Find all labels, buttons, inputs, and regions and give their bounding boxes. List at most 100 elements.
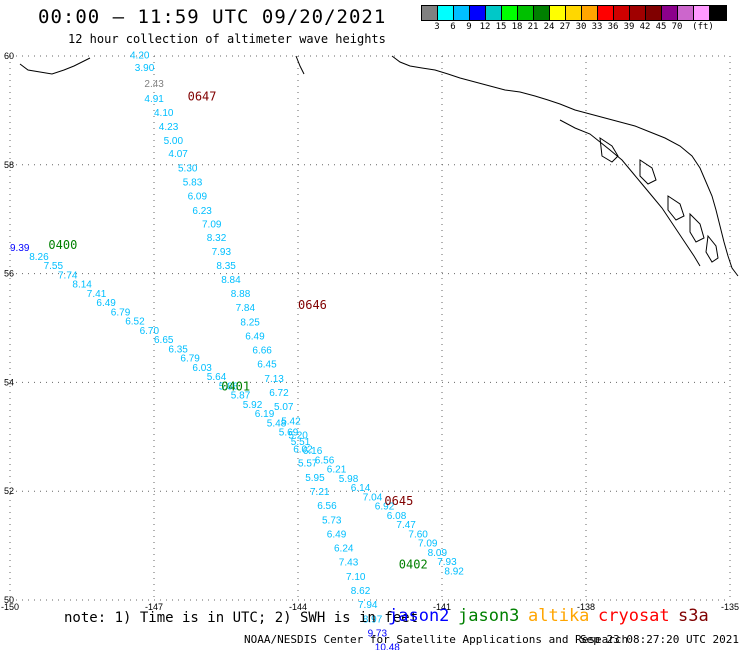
alaska-coast-inner (559, 119, 701, 267)
wave-height-value: 6.14 (351, 483, 371, 494)
scale-swatch (678, 6, 694, 20)
wave-height-value: 8.97 (363, 614, 383, 625)
scale-swatch (438, 6, 454, 20)
wave-height-value: 5.87 (231, 391, 251, 402)
scale-swatch (550, 6, 566, 20)
wave-height-value: 5.95 (305, 473, 325, 484)
wave-height-value: 8.25 (240, 317, 260, 328)
wave-height-value: 5.51 (291, 437, 311, 448)
wave-height-value: 6.56 (317, 501, 337, 512)
wave-height-value: 6.79 (111, 307, 131, 318)
footer-timestamp: Sep 23 08:27:20 UTC 2021 (580, 633, 739, 646)
wave-height-value: 6.49 (245, 331, 265, 342)
scale-swatch (518, 6, 534, 20)
scale-label: 12 (479, 22, 491, 32)
wave-height-value: 6.72 (269, 388, 289, 399)
lon-label: -150 (1, 602, 19, 612)
wave-height-value: 5.69 (279, 428, 299, 439)
wave-height-value: 8.09 (428, 548, 448, 559)
scale-swatch (582, 6, 598, 20)
scale-swatch (662, 6, 678, 20)
wave-height-value: 7.09 (418, 539, 438, 550)
wave-height-value: 7.55 (44, 261, 64, 272)
wave-height-value: 6.56 (315, 455, 335, 466)
wave-height-value: 6.66 (252, 346, 272, 357)
wave-height-value: 6.49 (327, 529, 347, 540)
wave-height-value: 4.07 (168, 149, 188, 160)
wave-height-value: 5.42 (281, 416, 301, 427)
track-a-values: 4.203.90 2.43 4.91 4.10 4.23 5.00 4.07 5.30 5.83… (130, 51, 400, 650)
pass-time-label: 0400 (48, 238, 77, 252)
legend-jason2: jason2 (388, 606, 450, 626)
scale-label: 18 (511, 22, 523, 32)
scale-swatch (710, 6, 726, 20)
wave-height-value: 5.73 (322, 515, 342, 526)
scale-label: 21 (527, 22, 539, 32)
track-b-values: 9.398.267.557.748.147.416.496.796.526.70… (10, 243, 464, 578)
wave-height-value: 6.19 (255, 409, 275, 420)
scale-swatch (454, 6, 470, 20)
lat-label: 54 (4, 377, 14, 387)
scale-label: 9 (466, 22, 472, 32)
wave-height-value: 7.10 (346, 572, 366, 583)
wave-height-value: 5.48 (267, 418, 287, 429)
wave-height-value: 7.13 (264, 374, 284, 385)
alaska-islands-3 (667, 195, 685, 221)
wave-height-value: 5.64 (207, 372, 227, 383)
wave-height-value: 4.10 (154, 108, 174, 119)
wave-height-value: 7.94 (358, 600, 378, 611)
color-scale-labels: 3 6 9 12 15 18 21 24 27 30 33 36 39 42 45 70 (ft) (421, 22, 731, 34)
scale-label: 42 (639, 22, 651, 32)
map-title: 00:00 – 11:59 UTC 09/20/2021 (38, 6, 387, 28)
wave-height-value: 4.91 (144, 94, 164, 105)
scale-swatch (486, 6, 502, 20)
scale-swatch (470, 6, 486, 20)
wave-height-value: 6.65 (154, 335, 174, 346)
scale-swatch (614, 6, 630, 20)
wave-height-value: 7.74 (58, 270, 78, 281)
wave-height-value: 6.24 (334, 544, 354, 555)
wave-height-value: 7.93 (437, 557, 457, 568)
wave-height-value: 5.92 (243, 400, 263, 411)
wave-height-value: 4.20 (130, 51, 150, 62)
wave-height-value: 10.48 (375, 643, 400, 650)
pass-time-label: 0401 (221, 380, 250, 394)
pass-time-label: 0644 (437, 649, 466, 650)
alaska-mainland-coast (391, 55, 739, 277)
wave-height-value: 7.21 (310, 487, 330, 498)
wave-height-value: 2.43 (144, 79, 164, 90)
wave-height-value: 5.07 (274, 402, 294, 413)
wave-height-value: 8.32 (207, 233, 227, 244)
scale-label: 24 (543, 22, 555, 32)
wave-height-value: 6.02 (293, 445, 313, 456)
lon-label: -135 (721, 602, 739, 612)
wave-height-value: 6.16 (303, 446, 323, 457)
scale-swatch (534, 6, 550, 20)
wave-height-value: 8.84 (221, 275, 241, 286)
wave-height-value: 5.88 (219, 381, 239, 392)
wave-height-value: 6.21 (327, 465, 347, 476)
wave-height-value: 5.20 (288, 430, 308, 441)
scale-swatch (598, 6, 614, 20)
wave-height-value: 8.35 (216, 261, 236, 272)
wave-height-value: 6.70 (140, 326, 160, 337)
scale-swatch (646, 6, 662, 20)
wave-height-value: 5.30 (178, 163, 198, 174)
scale-label: 27 (559, 22, 571, 32)
scale-swatch (566, 6, 582, 20)
legend-cryosat: cryosat (598, 606, 670, 626)
scale-label: 6 (450, 22, 456, 32)
alaska-islands-5 (705, 234, 719, 263)
legend-s3a: s3a (678, 606, 709, 626)
wave-height-value: 5.57 (298, 459, 318, 470)
wave-height-value: 5.83 (183, 177, 203, 188)
lat-label: 56 (4, 269, 14, 279)
wave-height-value: 8.26 (29, 252, 49, 263)
wave-height-value: 7.84 (236, 303, 256, 314)
scale-swatch (422, 6, 438, 20)
wave-height-value: 6.49 (96, 298, 116, 309)
lat-label: 50 (4, 595, 14, 605)
peninsula-coast (295, 55, 305, 75)
wave-height-value: 7.09 (202, 219, 222, 230)
